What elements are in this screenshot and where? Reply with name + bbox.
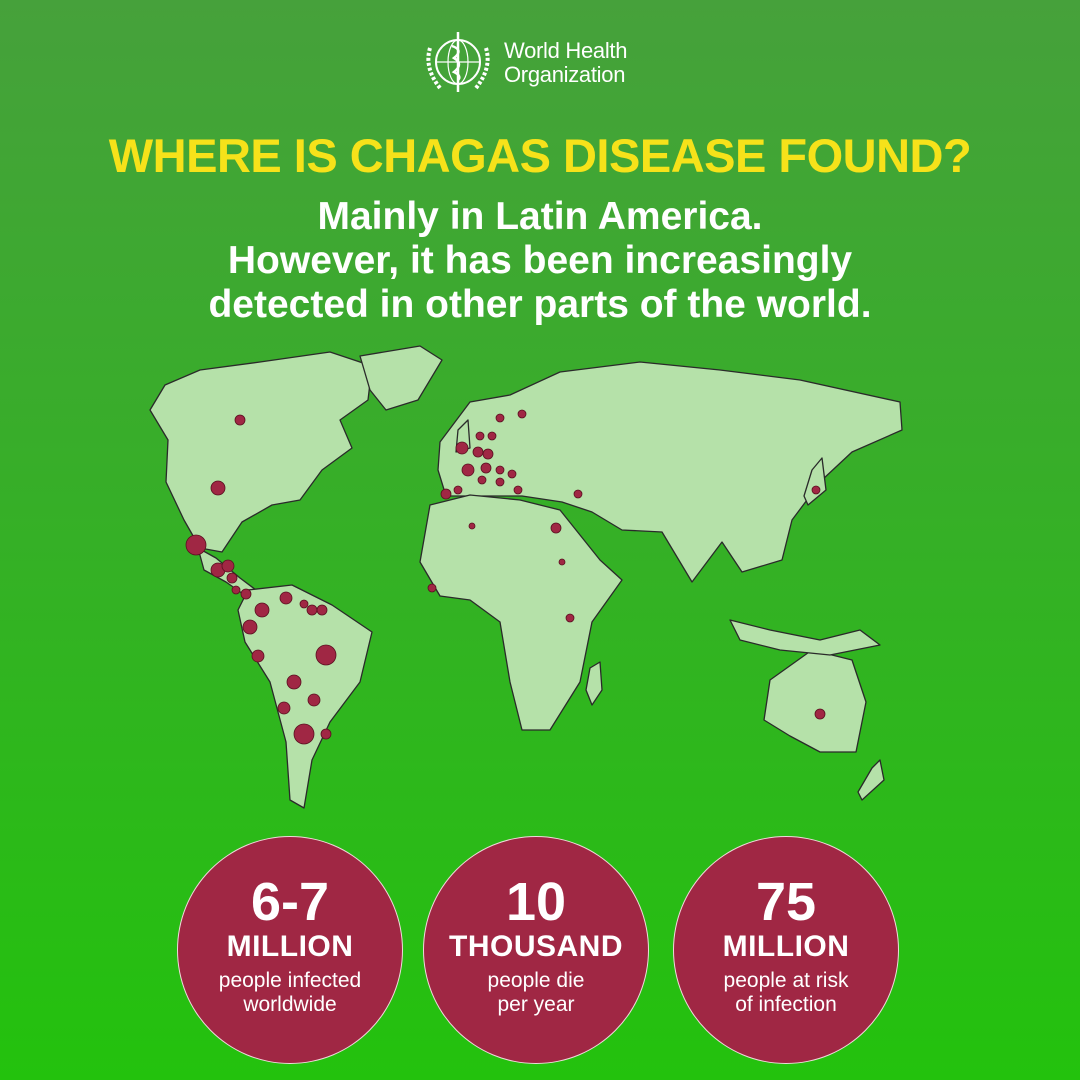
south-america [237,584,373,809]
case-marker [293,723,315,745]
case-marker [427,583,437,593]
case-marker [277,701,291,715]
stat-desc: of infection [735,993,837,1016]
madagascar [585,661,603,706]
stat-at-risk: 75 MILLION people at risk of infection [673,836,899,1064]
stat-infected: 6-7 MILLION people infected worldwide [177,836,403,1064]
greenland [359,345,443,411]
case-marker [320,728,332,740]
case-marker [231,585,241,595]
case-marker [475,431,485,441]
case-marker [279,591,293,605]
new-zealand [857,759,885,801]
stat-desc: worldwide [243,993,337,1016]
case-marker [811,485,821,495]
case-marker [234,414,246,426]
stat-unit: MILLION [722,930,850,963]
case-marker [307,693,321,707]
north-america [149,351,373,553]
case-marker [495,413,505,423]
stat-unit: MILLION [226,930,354,963]
case-marker [573,489,583,499]
case-marker [316,604,328,616]
case-marker [455,441,469,455]
case-marker [315,644,337,666]
stat-desc: people die [487,969,585,992]
subtitle-line: Mainly in Latin America. [317,195,763,238]
stat-number: 75 [755,872,817,932]
case-marker [513,485,523,495]
case-marker [440,488,452,500]
case-marker [517,409,527,419]
case-marker [550,522,562,534]
subtitle: Mainly in Latin America. However, it has… [0,195,1080,327]
case-marker [477,475,487,485]
stat-desc: per year [497,993,575,1016]
case-marker [210,480,226,496]
case-marker [226,572,238,584]
case-marker [468,522,476,530]
case-marker [487,431,497,441]
case-marker [495,477,505,487]
subtitle-line: However, it has been increasingly [227,239,853,282]
stat-number: 10 [505,872,567,932]
case-marker [472,446,484,458]
case-marker [251,649,265,663]
stat-unit: THOUSAND [449,930,623,963]
case-marker [495,465,505,475]
case-marker [461,463,475,477]
case-marker [299,599,309,609]
case-marker [221,559,235,573]
case-marker [286,674,302,690]
case-marker [814,708,826,720]
case-marker [240,588,252,600]
stat-desc: people at risk [723,969,849,992]
australia [763,649,867,753]
stat-deaths: 10 THOUSAND people die per year [423,836,649,1064]
africa [419,494,623,731]
who-logo: World Health Organization [420,28,627,98]
case-marker [254,602,270,618]
subtitle-line: detected in other parts of the world. [208,283,872,326]
indonesia [729,619,881,656]
case-marker [306,604,318,616]
case-marker [507,469,517,479]
stat-number: 6-7 [250,872,330,932]
japan [803,457,827,506]
page-title: WHERE IS CHAGAS DISEASE FOUND? [108,129,972,182]
case-marker [482,448,494,460]
case-marker [185,534,207,556]
eurasia [437,361,903,583]
who-emblem-icon [426,32,490,92]
logo-line-2: Organization [504,62,626,87]
case-marker [565,613,575,623]
case-marker [453,485,463,495]
case-marker [480,462,492,474]
stat-desc: people infected [218,969,362,992]
case-marker [242,619,258,635]
case-marker [558,558,566,566]
logo-line-1: World Health [504,38,628,63]
